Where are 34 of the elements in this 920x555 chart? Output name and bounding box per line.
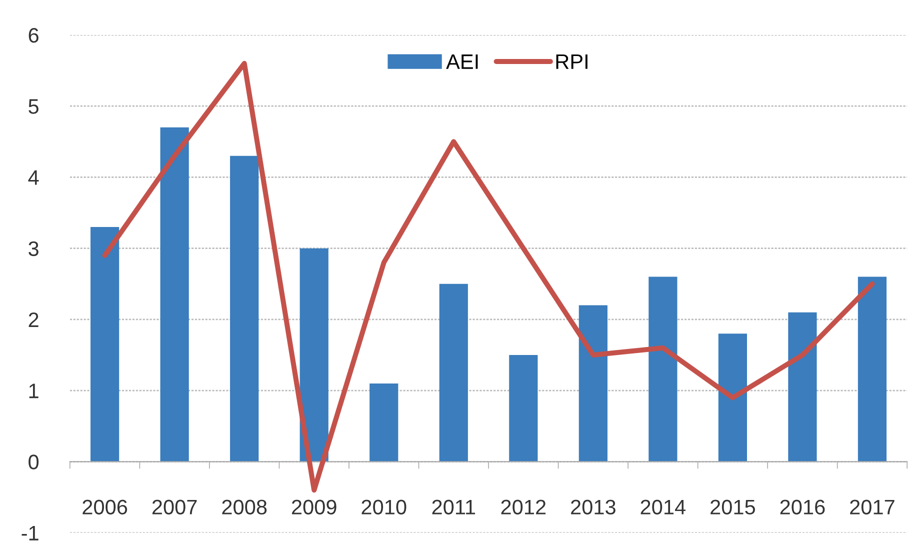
bar [439,284,468,462]
legend-label: AEI [446,54,478,69]
y-tick-label: 5 [28,99,38,114]
x-tick-label: 2009 [292,500,336,514]
x-tick-label: 2014 [640,500,686,514]
bar [90,226,120,462]
bar [718,334,748,462]
bar [300,248,328,462]
bar [578,305,608,462]
bar [370,383,398,462]
bar [230,156,259,462]
x-tick-label: 2015 [710,500,756,514]
y-tick-label: 1 [29,384,38,398]
x-tick-label: 2017 [850,500,894,514]
y-tick-label: 6 [28,28,38,43]
bar [788,312,817,462]
bar [648,276,678,462]
x-tick-label: 2010 [362,500,406,514]
x-tick-label: 2007 [152,500,197,514]
y-tick-label: 4 [28,170,39,185]
legend-label: RPI [556,54,588,69]
x-tick-label: 2006 [82,500,128,514]
bar [160,127,189,462]
x-tick-label: 2012 [501,500,546,514]
bar [858,276,887,462]
y-tick-label: 2 [28,312,38,327]
y-tick-label: -1 [22,526,38,540]
y-tick-label: 3 [28,241,38,256]
x-tick-label: 2013 [571,500,616,514]
bar [509,355,538,462]
x-tick-label: 2008 [222,500,267,514]
y-tick-label: 0 [28,454,39,470]
x-tick-label: 2011 [432,500,476,514]
x-tick-label: 2016 [780,500,825,514]
